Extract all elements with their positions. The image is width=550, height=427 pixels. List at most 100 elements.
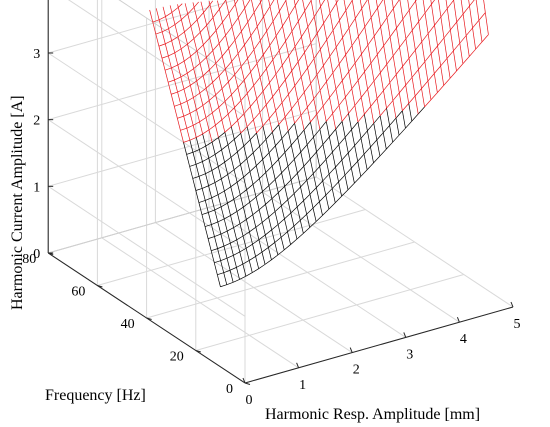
mesh-line <box>278 79 286 89</box>
mesh-line <box>322 97 330 107</box>
mesh-line <box>239 247 247 253</box>
mesh-line <box>453 0 458 23</box>
mesh-line <box>208 209 215 213</box>
mesh-line <box>307 16 315 28</box>
mesh-line <box>383 45 388 65</box>
mesh-line <box>335 167 339 182</box>
mesh-line <box>189 113 194 126</box>
mesh-line <box>307 107 311 123</box>
mesh-line <box>373 155 381 164</box>
mesh-line <box>424 12 429 34</box>
mesh-line <box>220 233 225 247</box>
mesh-line <box>271 198 276 212</box>
mesh-line <box>297 165 305 174</box>
mesh-line <box>377 0 384 9</box>
mesh-line <box>335 46 340 64</box>
mesh-line <box>313 49 321 59</box>
mesh-line <box>445 0 448 9</box>
mesh-line <box>255 227 260 240</box>
mesh-line <box>221 113 229 121</box>
mesh-line <box>329 97 333 114</box>
mesh-line <box>231 61 236 75</box>
mesh-line <box>243 139 251 147</box>
mesh-line <box>220 257 228 261</box>
mesh-line <box>180 130 184 143</box>
mesh-line <box>223 272 228 285</box>
mesh-line <box>203 12 207 26</box>
mesh-line <box>361 8 366 27</box>
mesh-line <box>319 90 324 106</box>
mesh-line <box>171 40 176 53</box>
mesh-line <box>196 109 200 122</box>
mesh-line <box>481 34 489 43</box>
mesh-line <box>266 30 271 46</box>
mesh-line <box>237 17 242 32</box>
mesh-line <box>278 152 286 160</box>
mesh-line <box>391 0 394 9</box>
mesh-line <box>224 132 229 145</box>
mesh-line <box>287 199 292 214</box>
mesh-line <box>233 194 241 200</box>
mesh-line <box>278 186 285 193</box>
mesh-line <box>183 56 191 62</box>
mesh-line <box>418 61 426 70</box>
mesh-line <box>218 101 226 108</box>
mesh-line <box>155 33 160 47</box>
mesh-line <box>269 82 273 97</box>
mesh-line <box>293 219 301 227</box>
mesh-line <box>215 30 220 44</box>
mesh-line <box>405 85 410 104</box>
mesh-line <box>239 251 244 265</box>
mesh-line <box>282 25 286 42</box>
mesh-line <box>344 174 349 190</box>
mesh-line <box>247 85 254 94</box>
mesh-line <box>363 154 368 170</box>
mesh-line <box>338 105 343 122</box>
x-axis-line <box>244 306 514 384</box>
mesh-line <box>180 72 188 78</box>
mesh-line <box>198 202 203 215</box>
mesh-line <box>313 129 321 138</box>
mesh-line <box>341 113 349 122</box>
mesh-line <box>402 103 410 112</box>
mesh-line <box>449 70 457 79</box>
mesh-line <box>310 74 318 84</box>
mesh-line <box>178 3 183 8</box>
mesh-line <box>443 77 451 86</box>
mesh-line <box>475 0 480 21</box>
mesh-line <box>211 194 219 199</box>
mesh-line <box>376 98 381 116</box>
mesh-line <box>288 55 293 71</box>
mesh-line <box>370 7 378 18</box>
x-tick-label: 3 <box>406 347 413 362</box>
mesh-line <box>262 90 267 105</box>
mesh-line <box>278 50 283 66</box>
mesh-line <box>212 8 220 18</box>
mesh-line <box>184 25 192 33</box>
mesh-line <box>249 165 257 172</box>
mesh-line <box>230 239 237 244</box>
mesh-line <box>319 129 324 145</box>
mesh-line <box>338 96 346 106</box>
mesh-line <box>386 8 394 18</box>
mesh-line <box>285 40 290 57</box>
mesh-line <box>316 65 324 75</box>
mesh-line <box>195 190 200 203</box>
mesh-line <box>228 3 236 14</box>
mesh-line <box>357 80 362 98</box>
mesh-line <box>376 90 384 99</box>
mesh-line <box>367 89 372 107</box>
mesh-line <box>199 57 207 64</box>
mesh-line <box>211 166 219 171</box>
mesh-line <box>246 219 250 232</box>
mesh-line <box>323 56 331 66</box>
mesh-line <box>261 251 266 265</box>
mesh-line <box>469 0 475 7</box>
mesh-line <box>345 88 353 98</box>
mesh-line <box>240 66 245 81</box>
mesh-line <box>249 226 257 233</box>
mesh-line <box>278 40 286 51</box>
mesh-line <box>351 45 356 64</box>
mesh-line <box>239 275 247 280</box>
mesh-line <box>187 68 194 74</box>
